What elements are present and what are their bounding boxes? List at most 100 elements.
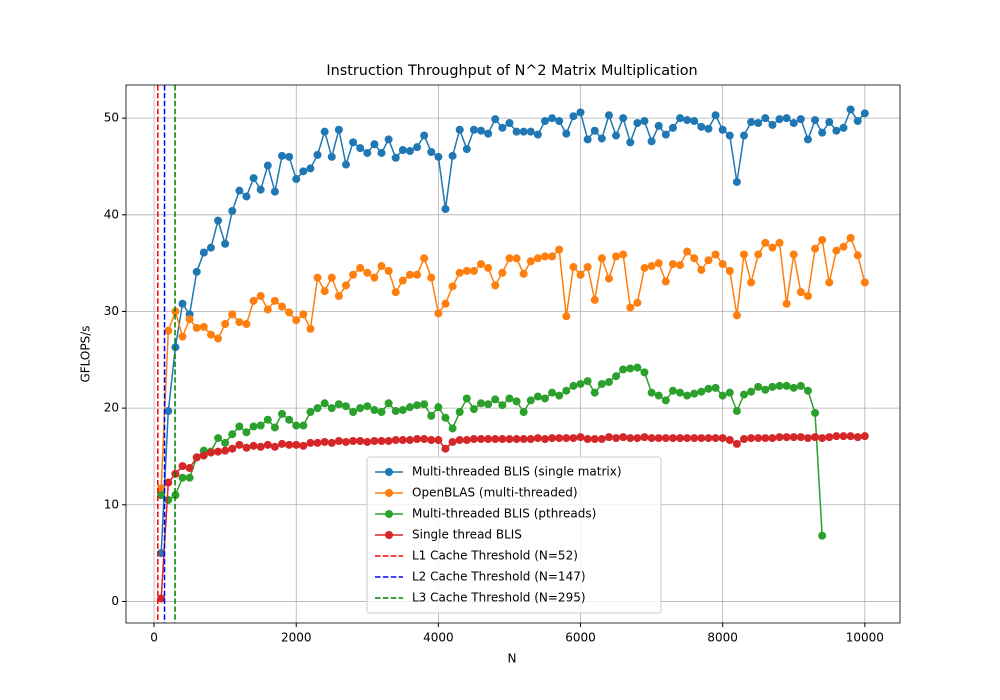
data-point — [583, 135, 592, 144]
data-point — [754, 250, 763, 259]
data-point — [761, 385, 770, 394]
x-tick-label: 0 — [150, 631, 158, 645]
data-point — [668, 434, 677, 443]
data-point — [462, 145, 471, 154]
data-point — [356, 404, 365, 413]
data-point — [235, 440, 244, 449]
data-point — [413, 435, 422, 444]
data-point — [796, 115, 805, 124]
data-point — [519, 269, 528, 278]
data-point — [704, 434, 713, 443]
data-point — [377, 148, 386, 157]
data-point — [228, 310, 237, 319]
data-point — [789, 383, 798, 392]
data-point — [221, 446, 230, 455]
data-point — [540, 117, 549, 126]
data-point — [434, 309, 443, 318]
data-point — [533, 392, 542, 401]
data-point — [292, 316, 301, 325]
data-point — [285, 308, 294, 317]
data-point — [818, 235, 827, 244]
data-point — [832, 246, 841, 255]
data-point — [519, 435, 528, 444]
data-point — [768, 382, 777, 391]
data-point — [853, 251, 862, 260]
data-point — [206, 243, 215, 252]
data-point — [477, 399, 486, 408]
data-point — [327, 152, 336, 161]
data-point — [654, 259, 663, 268]
data-point — [576, 270, 585, 279]
y-tick-label: 30 — [104, 304, 119, 318]
data-point — [597, 379, 606, 388]
data-point — [434, 403, 443, 412]
data-point — [747, 278, 756, 287]
data-point — [285, 152, 294, 161]
data-point — [676, 434, 685, 443]
data-point — [192, 267, 201, 276]
data-point — [491, 281, 500, 290]
data-point — [235, 186, 244, 195]
data-point — [818, 434, 827, 443]
data-point — [306, 164, 315, 173]
data-point — [597, 134, 606, 143]
data-point — [178, 473, 187, 482]
data-point — [576, 433, 585, 442]
data-point — [612, 252, 621, 261]
legend-label: L2 Cache Threshold (N=147) — [412, 570, 586, 584]
data-point — [690, 254, 699, 263]
data-point — [761, 238, 770, 247]
data-point — [313, 404, 322, 413]
data-point — [484, 435, 493, 444]
data-point — [484, 263, 493, 272]
data-point — [562, 312, 571, 321]
data-point — [512, 127, 521, 136]
data-point — [512, 397, 521, 406]
data-point — [676, 388, 685, 397]
data-point — [334, 400, 343, 409]
data-point — [583, 435, 592, 444]
data-point — [668, 386, 677, 395]
data-point — [789, 250, 798, 259]
data-point — [718, 260, 727, 269]
data-point — [548, 114, 557, 123]
y-axis-label: GFLOPS/s — [79, 325, 93, 382]
data-point — [249, 174, 258, 183]
data-point — [320, 287, 329, 296]
data-point — [803, 292, 812, 301]
data-point — [441, 413, 450, 422]
data-point — [548, 252, 557, 261]
data-point — [278, 151, 287, 160]
data-point — [832, 126, 841, 135]
data-point — [811, 116, 820, 125]
data-point — [640, 433, 649, 442]
data-point — [356, 144, 365, 153]
data-point — [619, 250, 628, 259]
data-point — [270, 423, 279, 432]
data-point — [484, 129, 493, 138]
data-point — [803, 386, 812, 395]
data-point — [754, 118, 763, 127]
data-point — [739, 250, 748, 259]
data-point — [178, 462, 187, 471]
data-point — [206, 330, 215, 339]
data-point — [576, 379, 585, 388]
legend-label: OpenBLAS (multi-threaded) — [412, 486, 578, 500]
data-point — [420, 435, 429, 444]
data-point — [263, 415, 272, 424]
legend-label: Multi-threaded BLIS (pthreads) — [412, 507, 596, 521]
data-point — [704, 256, 713, 265]
data-point — [434, 152, 443, 161]
data-point — [540, 252, 549, 261]
data-point — [704, 124, 713, 133]
data-point — [292, 440, 301, 449]
x-tick-label: 6000 — [565, 631, 596, 645]
data-point — [818, 531, 827, 540]
data-point — [384, 266, 393, 275]
data-point — [775, 381, 784, 390]
data-point — [427, 273, 436, 282]
data-point — [405, 270, 414, 279]
data-point — [533, 130, 542, 139]
data-point — [569, 434, 578, 443]
data-point — [455, 407, 464, 416]
